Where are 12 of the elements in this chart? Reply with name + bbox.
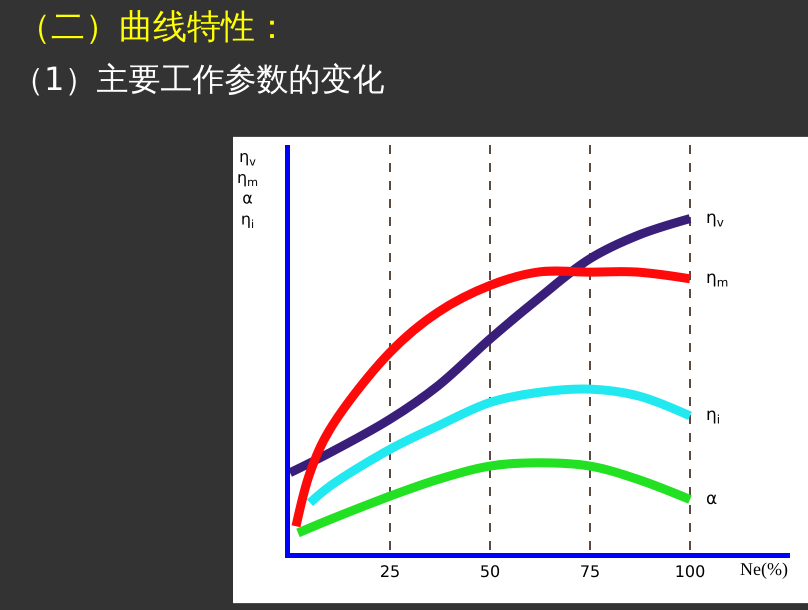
x-tick-label: 50 xyxy=(480,562,500,582)
series-label: η$_{i}$ xyxy=(706,405,720,427)
x-tick-label: 100 xyxy=(674,562,706,582)
chart-subtitle: （1）主要工作参数的变化 xyxy=(12,60,384,98)
chart-title: （二）曲线特性： xyxy=(17,7,289,47)
x-axis-title: Ne(%) xyxy=(740,559,788,579)
y-axis-title: η$_{v}$ η$_{m}$ α η$_{i}$ xyxy=(237,147,258,231)
x-tick-label: 75 xyxy=(580,562,600,582)
series-label: η$_{m}$ xyxy=(706,268,728,290)
x-tick-label: 25 xyxy=(380,562,400,582)
series-label: α xyxy=(706,489,718,509)
series-label: η$_{v}$ xyxy=(706,208,724,230)
